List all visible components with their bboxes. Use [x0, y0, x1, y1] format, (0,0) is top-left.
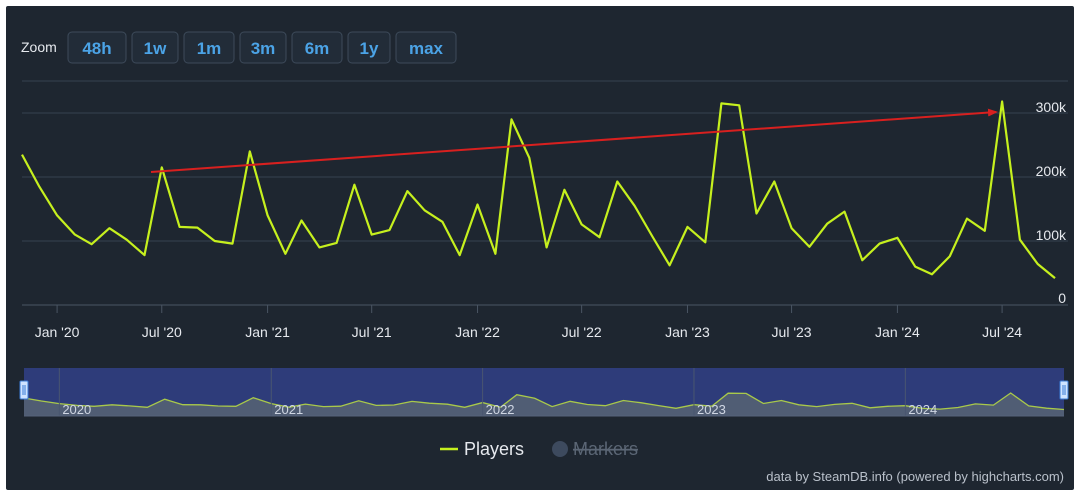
trend-arrow	[150, 108, 998, 173]
zoom-button-48h[interactable]: 48h	[67, 31, 127, 64]
y-tick-label: 0	[1058, 290, 1066, 306]
zoom-button-label: 1y	[360, 39, 379, 58]
y-tick-label: 100k	[1036, 227, 1067, 243]
chart-svg: Zoom 48h 1w 1m 3m 6m 1y max 0 100k 200k 300k Jan …	[19, 31, 1069, 484]
x-tick-label: Jul '22	[562, 324, 602, 340]
zoom-buttons: 48h 1w 1m 3m 6m 1y max	[67, 31, 457, 64]
zoom-button-max[interactable]: max	[395, 31, 457, 64]
series-players-line[interactable]	[21, 100, 1056, 279]
zoom-button-label: max	[409, 39, 444, 58]
zoom-button-3m[interactable]: 3m	[239, 31, 287, 64]
x-tick-label: Jul '23	[772, 324, 812, 340]
navigator-line	[23, 392, 1065, 411]
navigator-year-label: 2020	[62, 402, 91, 417]
zoom-button-label: 1w	[144, 39, 167, 58]
x-tick-label: Jan '23	[665, 324, 710, 340]
chart-container: Zoom 48h 1w 1m 3m 6m 1y max 0 100k 200k 300k Jan …	[6, 6, 1074, 490]
x-tick-label: Jan '21	[245, 324, 290, 340]
x-tick-label: Jul '24	[982, 324, 1022, 340]
zoom-button-label: 48h	[82, 39, 111, 58]
zoom-button-label: 1m	[197, 39, 222, 58]
navigator-year-label: 2021	[274, 402, 303, 417]
legend-players[interactable]: Players	[464, 439, 524, 459]
y-axis: 0 100k 200k 300k	[1036, 99, 1067, 306]
navigator-area	[24, 393, 1064, 416]
navigator-handle-left[interactable]	[19, 380, 29, 400]
navigator[interactable]: 2020 2021 2022 2023 2024	[19, 368, 1069, 417]
y-tick-label: 200k	[1036, 163, 1067, 179]
x-tick-label: Jul '21	[352, 324, 392, 340]
navigator-year-label: 2024	[908, 402, 937, 417]
y-tick-label: 300k	[1036, 99, 1067, 115]
legend: Players Markers	[440, 439, 638, 459]
zoom-button-label: 6m	[305, 39, 330, 58]
legend-markers-symbol	[552, 441, 568, 457]
credit-link[interactable]: data by SteamDB.info (powered by highcha…	[766, 469, 1064, 484]
x-axis: Jan '20 Jul '20 Jan '21 Jul '21 Jan '22 Jul '…	[35, 305, 1022, 340]
navigator-selection	[24, 368, 1064, 416]
zoom-button-1y[interactable]: 1y	[347, 31, 391, 64]
zoom-label: Zoom	[21, 39, 57, 55]
plot-area	[21, 100, 1056, 279]
navigator-year-label: 2023	[697, 402, 726, 417]
zoom-button-6m[interactable]: 6m	[291, 31, 343, 64]
legend-markers[interactable]: Markers	[573, 439, 638, 459]
navigator-year-label: 2022	[486, 402, 515, 417]
zoom-button-1m[interactable]: 1m	[183, 31, 235, 64]
x-tick-label: Jul '20	[142, 324, 182, 340]
zoom-button-1w[interactable]: 1w	[131, 31, 179, 64]
navigator-handle-right[interactable]	[1059, 380, 1069, 400]
x-tick-label: Jan '24	[875, 324, 920, 340]
trend-annotation	[150, 108, 998, 173]
grid-lines	[22, 80, 1068, 306]
x-tick-label: Jan '22	[455, 324, 500, 340]
x-tick-label: Jan '20	[35, 324, 80, 340]
zoom-button-label: 3m	[251, 39, 276, 58]
